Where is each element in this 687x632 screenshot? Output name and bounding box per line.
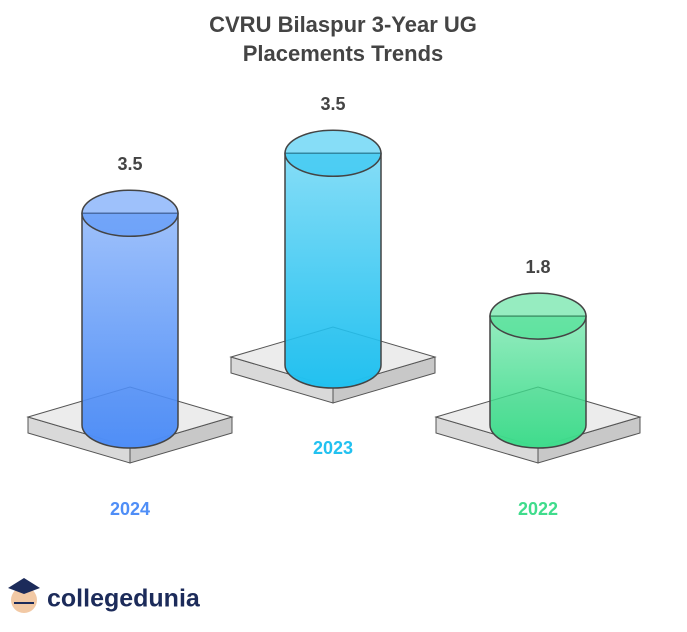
chart-title: CVRU Bilaspur 3-Year UG Placements Trend… <box>209 12 477 66</box>
cylinder <box>284 152 382 389</box>
brand-name: collegedunia <box>47 585 201 613</box>
cylinder-top <box>81 189 179 237</box>
logo-cap <box>8 578 40 594</box>
category-label: 2022 <box>518 499 558 519</box>
category-label: 2024 <box>110 499 150 519</box>
cylinder-top <box>489 292 587 340</box>
logo: collegedunia <box>8 578 201 613</box>
value-label: 3.5 <box>117 154 142 174</box>
cylinder <box>81 212 179 449</box>
value-label: 1.8 <box>525 257 550 277</box>
cylinder-top <box>284 129 382 177</box>
logo-icon <box>11 587 37 613</box>
cylinder <box>489 315 587 449</box>
category-label: 2023 <box>313 438 353 458</box>
value-label: 3.5 <box>320 94 345 114</box>
